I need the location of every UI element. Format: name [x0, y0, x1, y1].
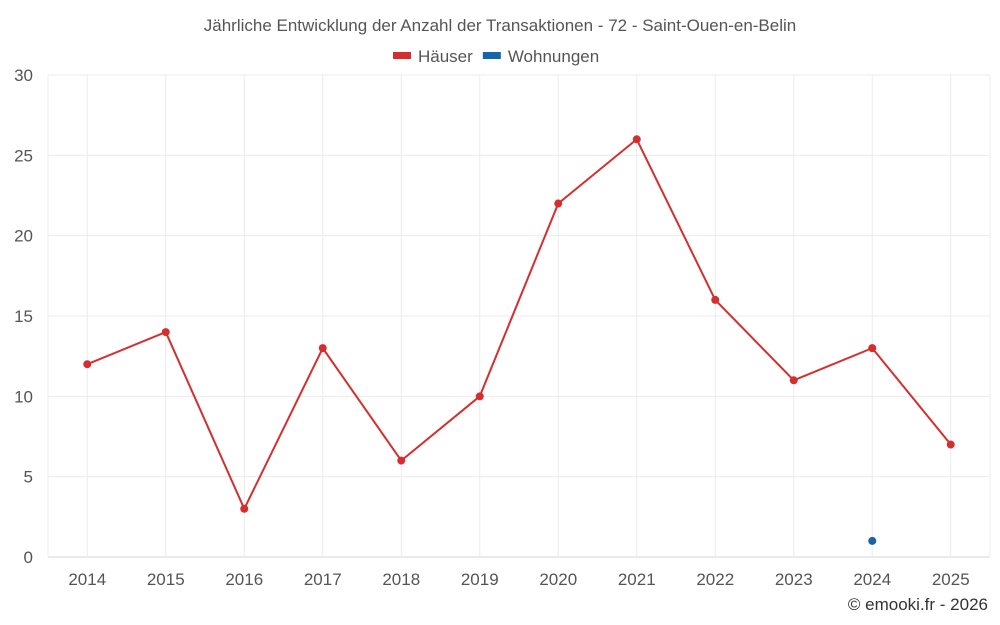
data-point	[632, 135, 641, 144]
data-point	[475, 392, 484, 401]
data-point	[554, 199, 563, 208]
data-point	[240, 504, 249, 513]
data-point	[161, 328, 170, 337]
data-point	[946, 440, 955, 449]
x-tick-label: 2017	[304, 570, 342, 589]
x-tick-label: 2022	[696, 570, 734, 589]
x-tick-label: 2019	[461, 570, 499, 589]
x-tick-label: 2021	[618, 570, 656, 589]
legend-label: Wohnungen	[508, 47, 599, 66]
x-tick-label: 2024	[853, 570, 891, 589]
data-point	[789, 376, 798, 385]
x-axis-ticks: 2014 2015 2016 2017 2018 2019 2020 2021 2022 2023…	[68, 570, 969, 589]
data-point	[397, 456, 406, 465]
legend-swatch	[482, 52, 501, 59]
y-tick-label: 5	[24, 468, 33, 487]
data-point	[318, 344, 327, 353]
series-layer	[83, 135, 955, 545]
data-point	[83, 360, 92, 369]
legend-swatch	[393, 52, 411, 59]
y-tick-label: 10	[14, 387, 33, 406]
data-point	[868, 536, 877, 545]
y-tick-label: 25	[14, 146, 33, 165]
legend-label: Häuser	[418, 47, 473, 66]
data-point	[711, 295, 720, 304]
copyright-notice: © emooki.fr - 2026	[848, 595, 988, 614]
chart-title: Jährliche Entwicklung der Anzahl der Tra…	[204, 16, 797, 35]
data-point	[868, 344, 877, 353]
grid	[47, 74, 991, 558]
x-tick-label: 2014	[68, 570, 106, 589]
x-tick-label: 2018	[382, 570, 420, 589]
x-tick-label: 2015	[147, 570, 185, 589]
legend: Häuser Wohnungen	[393, 47, 599, 66]
x-tick-label: 2025	[932, 570, 970, 589]
x-tick-label: 2016	[225, 570, 263, 589]
x-tick-label: 2020	[539, 570, 577, 589]
series-line	[86, 138, 952, 510]
y-tick-label: 20	[14, 227, 33, 246]
y-tick-label: 30	[14, 66, 33, 85]
y-axis-ticks: 0 5 10 15 20 25 30	[14, 66, 33, 567]
y-tick-label: 0	[24, 548, 33, 567]
y-tick-label: 15	[14, 307, 33, 326]
x-tick-label: 2023	[775, 570, 813, 589]
